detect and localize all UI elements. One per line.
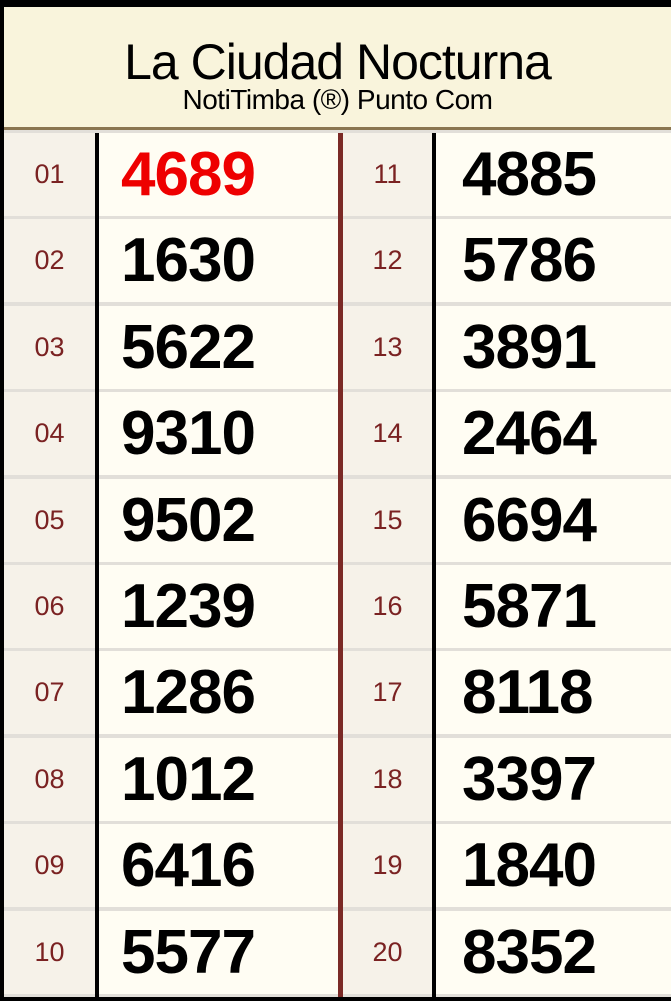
page-subtitle: NotiTimba (®) Punto Com — [182, 84, 493, 115]
result-number: 6416 — [99, 824, 338, 908]
position-label: 11 — [343, 133, 432, 216]
position-label: 08 — [4, 737, 95, 821]
position-label: 13 — [343, 305, 432, 389]
table-row: 02 1630 12 5786 — [4, 219, 671, 303]
result-number: 1286 — [99, 651, 338, 735]
result-number: 9502 — [99, 478, 338, 562]
result-number: 3397 — [436, 737, 671, 821]
table-row: 01 4689 11 4885 — [4, 133, 671, 216]
position-label: 19 — [343, 824, 432, 908]
position-label: 09 — [4, 824, 95, 908]
position-label: 04 — [4, 392, 95, 476]
result-number: 8352 — [436, 910, 671, 994]
position-label: 17 — [343, 651, 432, 735]
result-number: 5577 — [99, 910, 338, 994]
position-label: 18 — [343, 737, 432, 821]
position-label: 16 — [343, 565, 432, 648]
position-label: 14 — [343, 392, 432, 476]
position-label: 01 — [4, 133, 95, 216]
result-number: 4689 — [99, 133, 338, 216]
result-number: 2464 — [436, 392, 671, 476]
position-label: 07 — [4, 651, 95, 735]
table-row: 04 9310 14 2464 — [4, 392, 671, 476]
table-row: 10 5577 20 8352 — [4, 910, 671, 994]
position-label: 06 — [4, 565, 95, 648]
center-divider — [338, 133, 343, 997]
position-label: 15 — [343, 478, 432, 562]
table-row: 05 9502 15 6694 — [4, 478, 671, 562]
result-number: 3891 — [436, 305, 671, 389]
position-label: 02 — [4, 219, 95, 303]
result-number: 5786 — [436, 219, 671, 303]
result-number: 1630 — [99, 219, 338, 303]
position-label: 10 — [4, 910, 95, 994]
result-number: 6694 — [436, 478, 671, 562]
table-row: 08 1012 18 3397 — [4, 737, 671, 821]
position-label: 20 — [343, 910, 432, 994]
position-label: 12 — [343, 219, 432, 303]
result-number: 5622 — [99, 305, 338, 389]
result-number: 8118 — [436, 651, 671, 735]
result-number: 1012 — [99, 737, 338, 821]
position-label: 03 — [4, 305, 95, 389]
column-divider — [432, 133, 436, 997]
result-number: 1239 — [99, 565, 338, 648]
position-label: 05 — [4, 478, 95, 562]
page-title: La Ciudad Nocturna — [124, 34, 552, 90]
result-number: 5871 — [436, 565, 671, 648]
table-row: 09 6416 19 1840 — [4, 824, 671, 908]
table-header: La Ciudad Nocturna NotiTimba (®) Punto C… — [4, 7, 671, 130]
column-divider — [95, 133, 99, 997]
table-row: 07 1286 17 8118 — [4, 651, 671, 735]
table-row: 03 5622 13 3891 — [4, 305, 671, 389]
result-number: 4885 — [436, 133, 671, 216]
table-row: 06 1239 16 5871 — [4, 565, 671, 648]
result-number: 1840 — [436, 824, 671, 908]
results-table: La Ciudad Nocturna NotiTimba (®) Punto C… — [4, 7, 671, 997]
result-number: 9310 — [99, 392, 338, 476]
